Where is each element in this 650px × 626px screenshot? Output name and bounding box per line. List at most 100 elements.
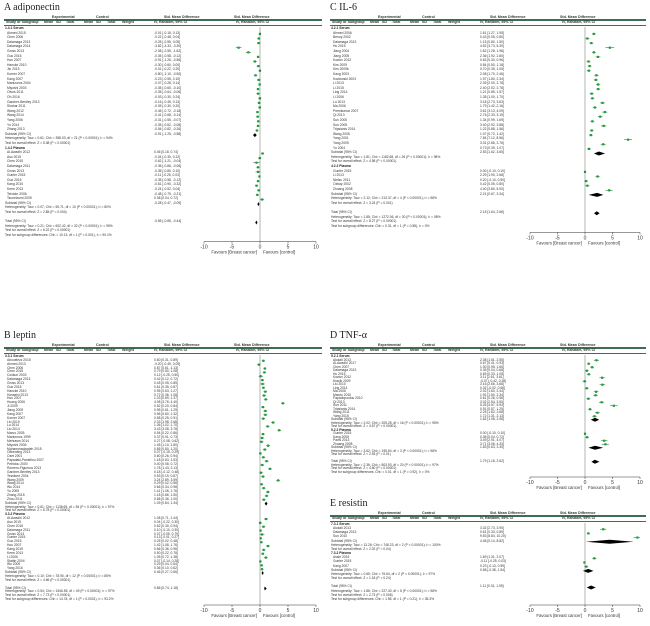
point-estimate (259, 521, 262, 524)
summary-diamond (255, 220, 258, 225)
row-label: Wang 2014 (7, 481, 24, 486)
row-label: 3.3.1 Serum (5, 354, 24, 358)
ci-value: 0.72 [0.36, 1.08] (154, 392, 178, 397)
point-estimate (264, 390, 267, 393)
column-header: Weight (448, 516, 460, 520)
row-label: Yang 2016 (7, 566, 23, 571)
point-estimate (591, 97, 594, 100)
column-header: Std. Mean Difference (234, 343, 270, 347)
column-header: Total (66, 20, 75, 24)
ci-value: 0.70 [0.35, 1.05] (480, 67, 504, 72)
row-label: Ozbay 2002 (333, 182, 351, 187)
point-estimate (586, 184, 589, 187)
row-label: Test for overall effect: Z = 2.73 (P = 0… (331, 592, 393, 597)
column-header: IV, Random, 95% CI (562, 348, 596, 352)
x-tick-label: 5 (287, 245, 290, 251)
point-estimate (585, 436, 589, 439)
row-label: Coskun 2003 (7, 373, 27, 378)
favours-left-label: Favours [Breast cancer] (536, 485, 582, 490)
ci-value: 2.25 [1.82, 2.68] (480, 410, 504, 414)
ci-value: -0.62 [-1.21, -0.04] (154, 159, 182, 164)
column-header: IV, Random, 95% CI (236, 348, 270, 352)
row-label: Subtotal (95% CI) (331, 445, 358, 449)
point-estimate (260, 568, 264, 571)
ci-value: 0.79 [0.50, 1.08] (154, 369, 178, 374)
point-estimate (256, 111, 259, 114)
favours-right-label: Favours [control] (588, 613, 620, 618)
row-label: Oh 2016 (7, 95, 20, 99)
ci-value: -0.35 [-0.80, 0.10] (154, 168, 181, 173)
ci-value: -0.61 [-0.90, -0.32] (154, 182, 182, 187)
row-label: Dalamaga 2011 (7, 164, 31, 168)
column-header: Total (392, 20, 401, 24)
column-header: SD (382, 348, 387, 352)
row-label: Liu 2014 (7, 427, 20, 432)
ci-value: -0.80 [-1.10, -0.50] (154, 72, 182, 76)
column-header: Total (107, 20, 116, 24)
column-header: Total (433, 20, 442, 24)
point-estimate (601, 383, 604, 386)
forest-panel-1: B leptin Experimental Control Std. Mean Dif… (4, 330, 324, 624)
row-label: Ma 2006 (333, 104, 346, 109)
ci-value: -0.31 [-0.55, -0.07] (154, 118, 182, 122)
column-header: Mean (84, 20, 94, 24)
row-label: 7.3.1 Serum (331, 522, 350, 526)
row-label: Kang 2007 (7, 411, 23, 416)
point-estimate (264, 556, 267, 559)
point-estimate (261, 382, 264, 386)
favours-right-label: Favours [control] (263, 250, 295, 255)
ci-value: 1.61 [1.27, 1.95] (480, 30, 504, 35)
column-header: Mean (84, 348, 94, 352)
row-label: Jiang 2009 (7, 408, 24, 413)
row-label: Kang 2007 (333, 563, 349, 568)
ci-value: -0.28 [-0.47, -0.09] (154, 200, 182, 205)
ci-value: -0.54 [-0.82, -0.26] (154, 127, 182, 132)
ci-value: -0.05 [-0.30, 0.20] (154, 104, 181, 109)
ci-value: 0.42 [0.12, 0.72] (154, 377, 178, 382)
x-tick-label: 5 (611, 608, 614, 614)
row-label: Liu 2010 (7, 419, 20, 424)
ci-value: 0.43 [0.05, 0.80] (480, 35, 504, 40)
point-estimate (263, 367, 266, 370)
ci-value: 2.15 [1.64, 2.66] (480, 210, 504, 214)
ci-value: 0.25 [0.02, 0.48] (154, 539, 178, 544)
point-estimate (585, 369, 589, 372)
row-label: Mohammadzadeh 2015 (7, 446, 42, 451)
point-estimate (265, 494, 268, 497)
row-label: Test for overall effect: Z = 7.73 (P < 0… (5, 593, 71, 598)
ci-value: 0.61 [0.35, 0.87] (154, 384, 178, 389)
favours-left-label: Favours [Breast cancer] (211, 613, 257, 618)
row-label: Lu 2013 (333, 99, 345, 104)
column-header: Std. Mean Difference (490, 343, 526, 347)
ci-value: 1.05 [0.72, 1.38] (154, 554, 178, 559)
ci-value: 0.69 [0.33, 1.05] (480, 371, 504, 376)
ci-value: 0.10 [-0.10, 0.30] (154, 527, 179, 532)
ci-value: 3.32 [2.73, 3.90] (480, 526, 504, 531)
x-tick-label: 0 (584, 235, 587, 241)
point-estimate (583, 561, 586, 564)
point-estimate (258, 157, 261, 160)
ci-value: -0.07 [-0.42, 0.28] (480, 378, 507, 383)
point-estimate (596, 175, 599, 178)
row-label: Zhou 2011 (7, 496, 23, 501)
ci-value: 0.66 [0.36, 0.96] (154, 546, 178, 551)
ci-value: 0.42 [0.05, 0.80] (480, 182, 504, 187)
ci-value: 0.00 [-0.10, 0.10] (480, 431, 505, 435)
ci-value: -0.36 [-0.66, -0.06] (154, 164, 182, 168)
point-estimate (260, 564, 263, 567)
row-label: Mantzoros 2004 (7, 81, 31, 86)
row-label: Al-Awadhi 2012 (7, 516, 31, 521)
row-label: Gunter 2015 (333, 431, 352, 435)
forest-plot-svg: -10 -5 0 5 10 Favours [Breast cancer] Favours … (200, 355, 319, 618)
forest-plot-svg: -10 -5 0 5 10 Favours [Breast cancer] Favours … (526, 355, 643, 490)
ci-value: 1.78 [1.43, 2.13] (154, 465, 178, 470)
point-estimate (237, 46, 240, 49)
point-estimate (266, 425, 269, 428)
point-estimate (636, 536, 639, 539)
ci-value: -0.22 [-0.48, 0.04] (154, 35, 181, 40)
row-label: Dalamaga 2013 (7, 39, 31, 44)
ci-value: -0.11 [-0.25, 0.03] (480, 559, 506, 564)
ci-value: 1.08 [0.71, 1.44] (154, 516, 178, 521)
column-header: Mean (370, 348, 380, 352)
row-label: Benoy 2002 (333, 35, 351, 40)
